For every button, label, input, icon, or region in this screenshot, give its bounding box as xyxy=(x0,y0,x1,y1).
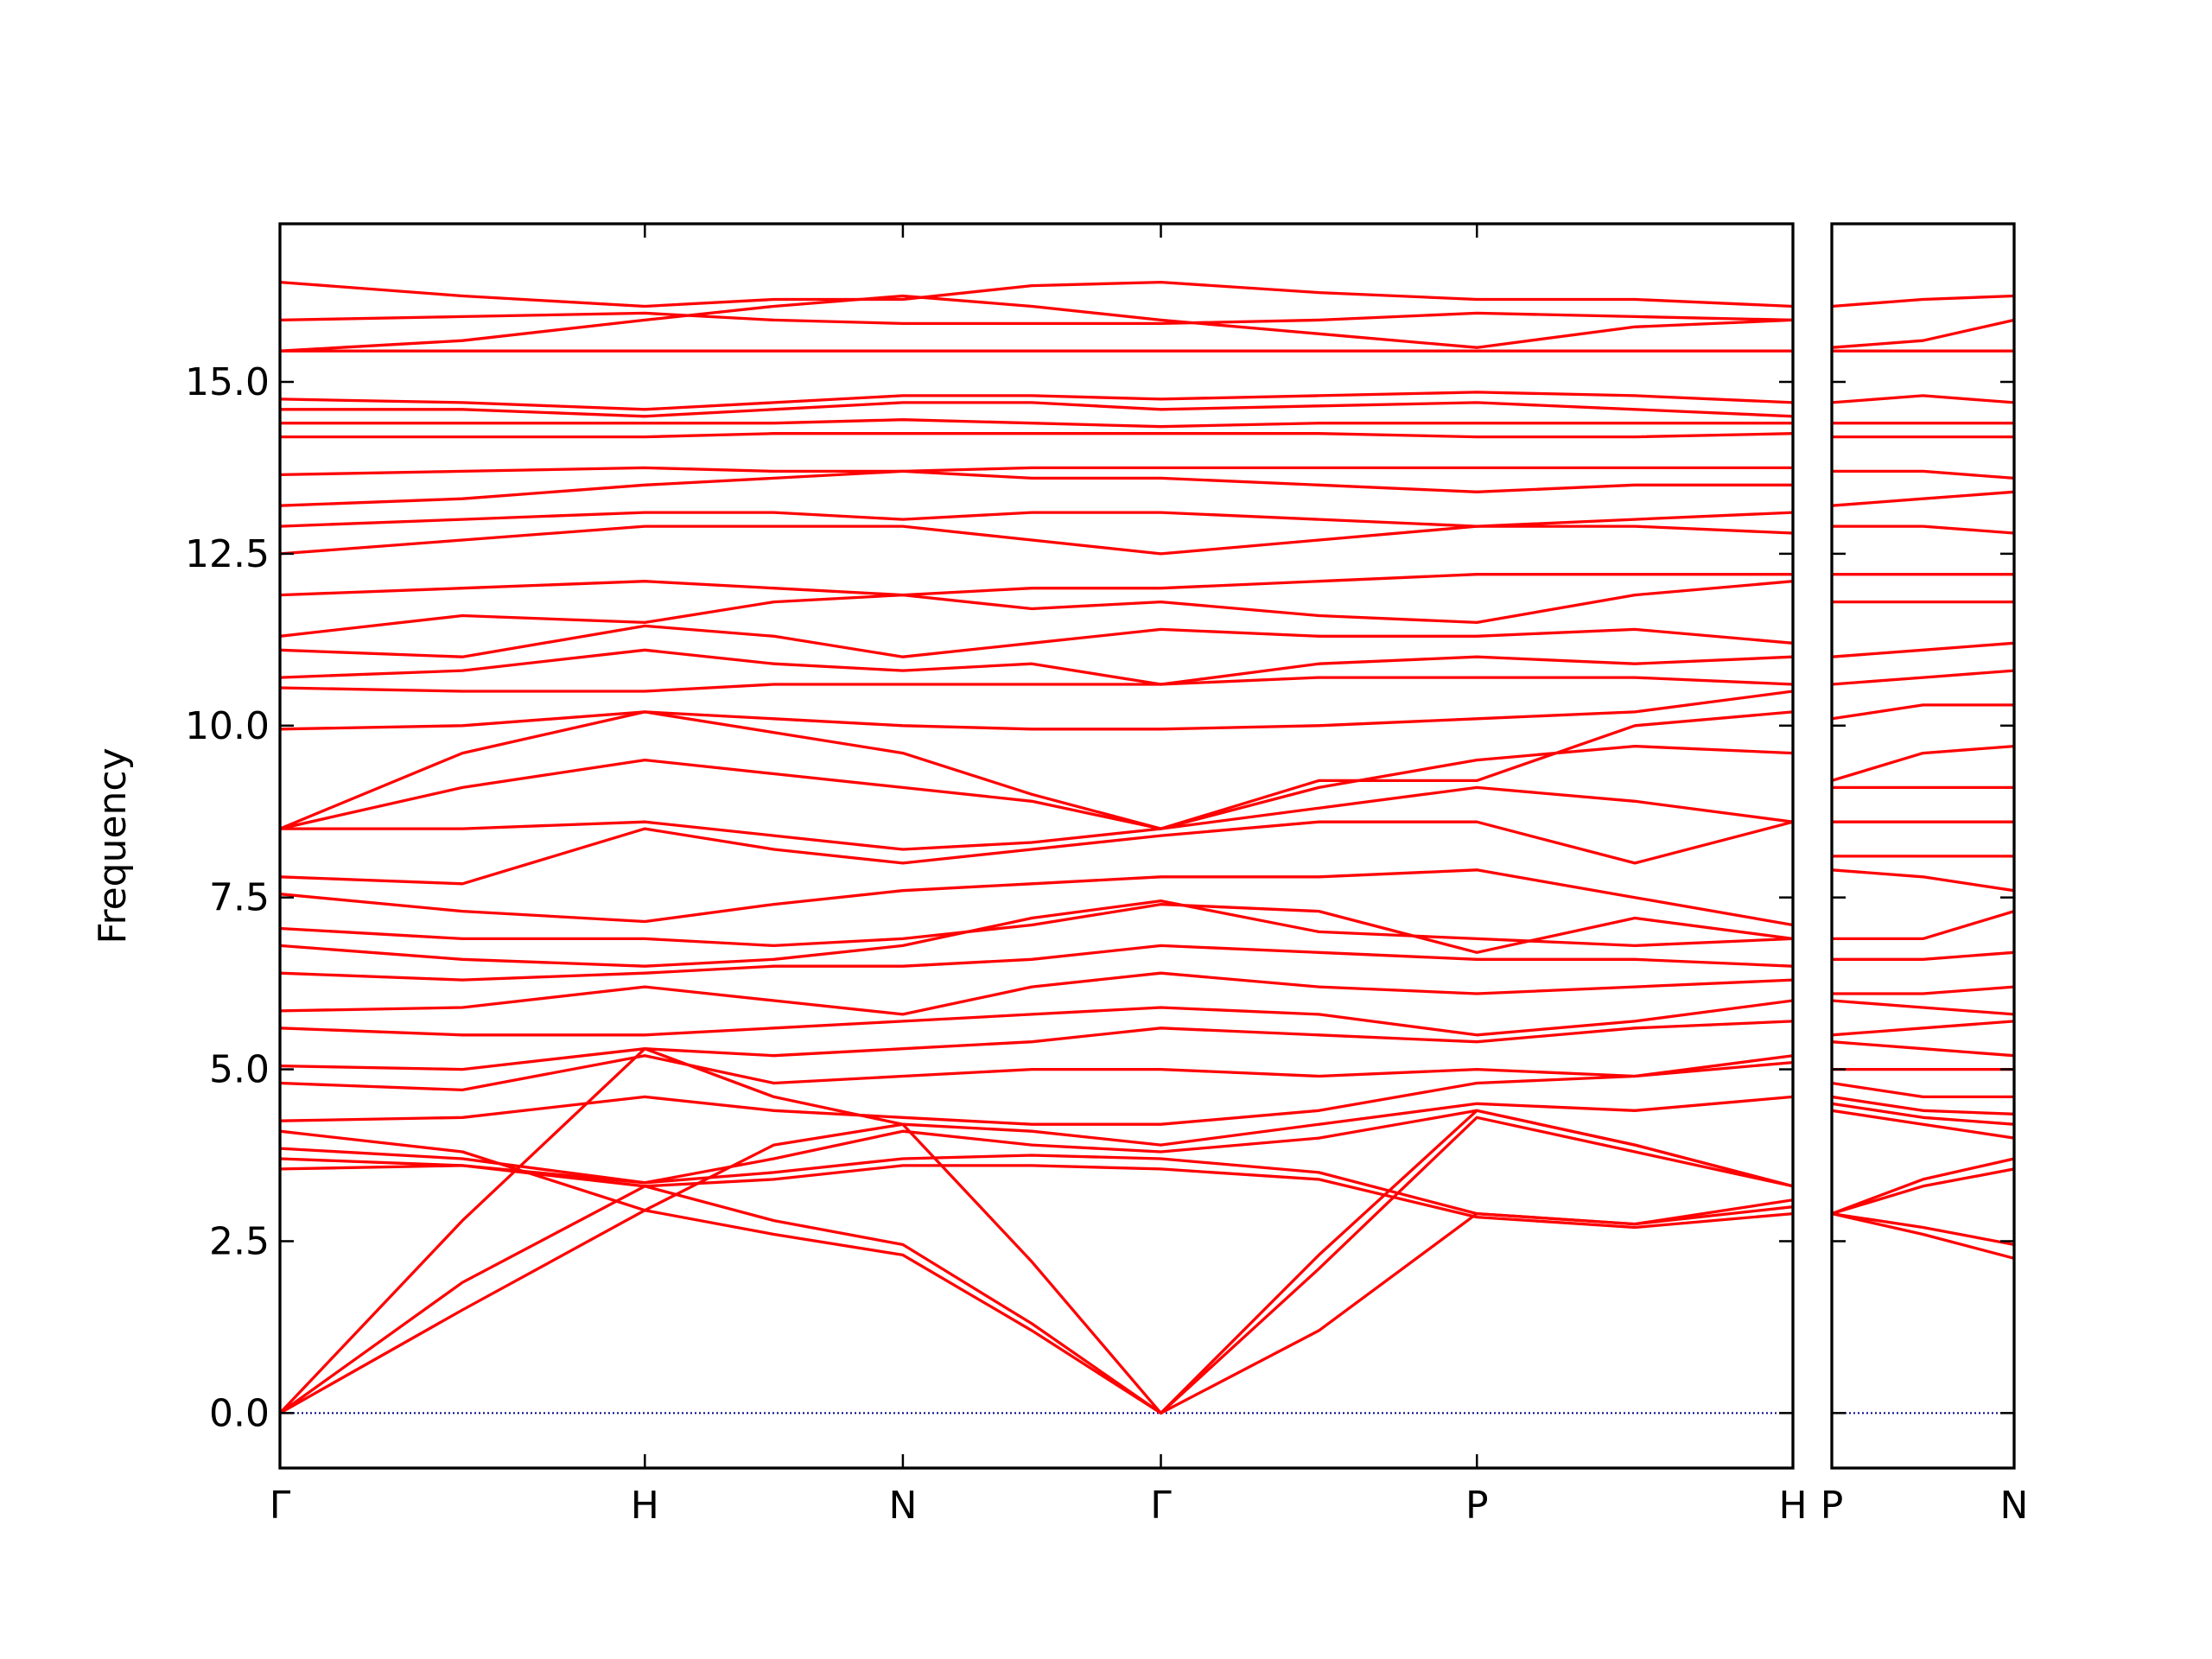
band-line xyxy=(280,676,1793,693)
band-line xyxy=(1832,294,2014,308)
band-line xyxy=(280,624,1793,658)
x-tick-label: P xyxy=(1821,1484,1844,1528)
band-line xyxy=(280,785,1793,851)
band-line xyxy=(1832,318,2014,349)
band-line xyxy=(280,1054,1793,1092)
band-line xyxy=(280,432,1793,439)
band-line xyxy=(1832,1211,2014,1247)
band-line xyxy=(280,469,1793,507)
band-line xyxy=(280,391,1793,411)
band-line xyxy=(280,466,1793,477)
band-line xyxy=(280,1116,1793,1415)
band-line xyxy=(1832,1167,2014,1216)
band-line xyxy=(280,573,1793,597)
band-line xyxy=(1832,1020,2014,1037)
y-tick-label: 2.5 xyxy=(209,1219,270,1263)
band-line xyxy=(280,944,1793,982)
x-tick-label: N xyxy=(2000,1484,2029,1528)
band-line xyxy=(1832,703,2014,721)
band-line xyxy=(280,418,1793,429)
band-line xyxy=(1832,1095,2014,1116)
band-line xyxy=(1832,868,2014,893)
band-line xyxy=(280,999,1793,1037)
band-line xyxy=(280,710,1793,830)
x-tick-label: Γ xyxy=(1150,1484,1172,1528)
band-line xyxy=(1832,744,2014,782)
band-line xyxy=(280,902,1793,954)
band-line xyxy=(1832,524,2014,535)
band-line xyxy=(1832,999,2014,1016)
band-line xyxy=(280,280,1793,308)
band-line xyxy=(280,511,1793,528)
band-line xyxy=(280,820,1793,886)
band-line xyxy=(280,868,1793,927)
band-line xyxy=(1832,910,2014,941)
band-line xyxy=(280,971,1793,1016)
y-tick-label: 10.0 xyxy=(185,704,270,748)
band-line xyxy=(280,294,1793,353)
band-line xyxy=(1832,469,2014,480)
band-line xyxy=(1832,1081,2014,1099)
y-tick-label: 12.5 xyxy=(185,532,270,576)
x-tick-label: H xyxy=(1778,1484,1807,1528)
plot-frame xyxy=(278,222,1795,1470)
band-line xyxy=(1832,641,2014,658)
band-line xyxy=(280,744,1793,830)
band-line xyxy=(1832,490,2014,507)
y-tick-label: 7.5 xyxy=(209,876,270,920)
band-line xyxy=(1832,1102,2014,1126)
plot-area xyxy=(1832,294,2014,1414)
band-line xyxy=(1832,1211,2014,1260)
y-tick-label: 0.0 xyxy=(209,1391,270,1435)
x-tick-label: Γ xyxy=(270,1484,291,1528)
plot-frame xyxy=(1830,222,2016,1470)
band-line xyxy=(280,1205,1793,1415)
band-line xyxy=(280,1154,1793,1226)
band-line xyxy=(280,1109,1793,1188)
band-line xyxy=(280,1164,1793,1230)
x-tick-label: P xyxy=(1465,1484,1489,1528)
band-line xyxy=(280,1020,1793,1071)
y-tick-label: 15.0 xyxy=(185,360,270,404)
band-line xyxy=(280,1054,1793,1126)
band-line xyxy=(280,401,1793,418)
band-line xyxy=(1832,1040,2014,1058)
band-line xyxy=(280,311,1793,326)
y-tick-label: 5.0 xyxy=(209,1048,270,1092)
band-line xyxy=(280,1047,1793,1415)
x-tick-label: N xyxy=(888,1484,917,1528)
band-line xyxy=(280,690,1793,731)
x-tick-label: H xyxy=(631,1484,659,1528)
band-line xyxy=(280,580,1793,638)
band-line xyxy=(1832,1109,2014,1140)
band-line xyxy=(1832,1157,2014,1216)
band-line xyxy=(1832,394,2014,404)
band-line xyxy=(280,1095,1793,1212)
y-axis-label: Frequency xyxy=(91,747,135,944)
band-line xyxy=(1832,669,2014,686)
band-line xyxy=(280,524,1793,556)
plot-area xyxy=(280,280,1793,1415)
band-line xyxy=(1832,950,2014,961)
band-line xyxy=(280,648,1793,686)
band-line xyxy=(1832,985,2014,995)
